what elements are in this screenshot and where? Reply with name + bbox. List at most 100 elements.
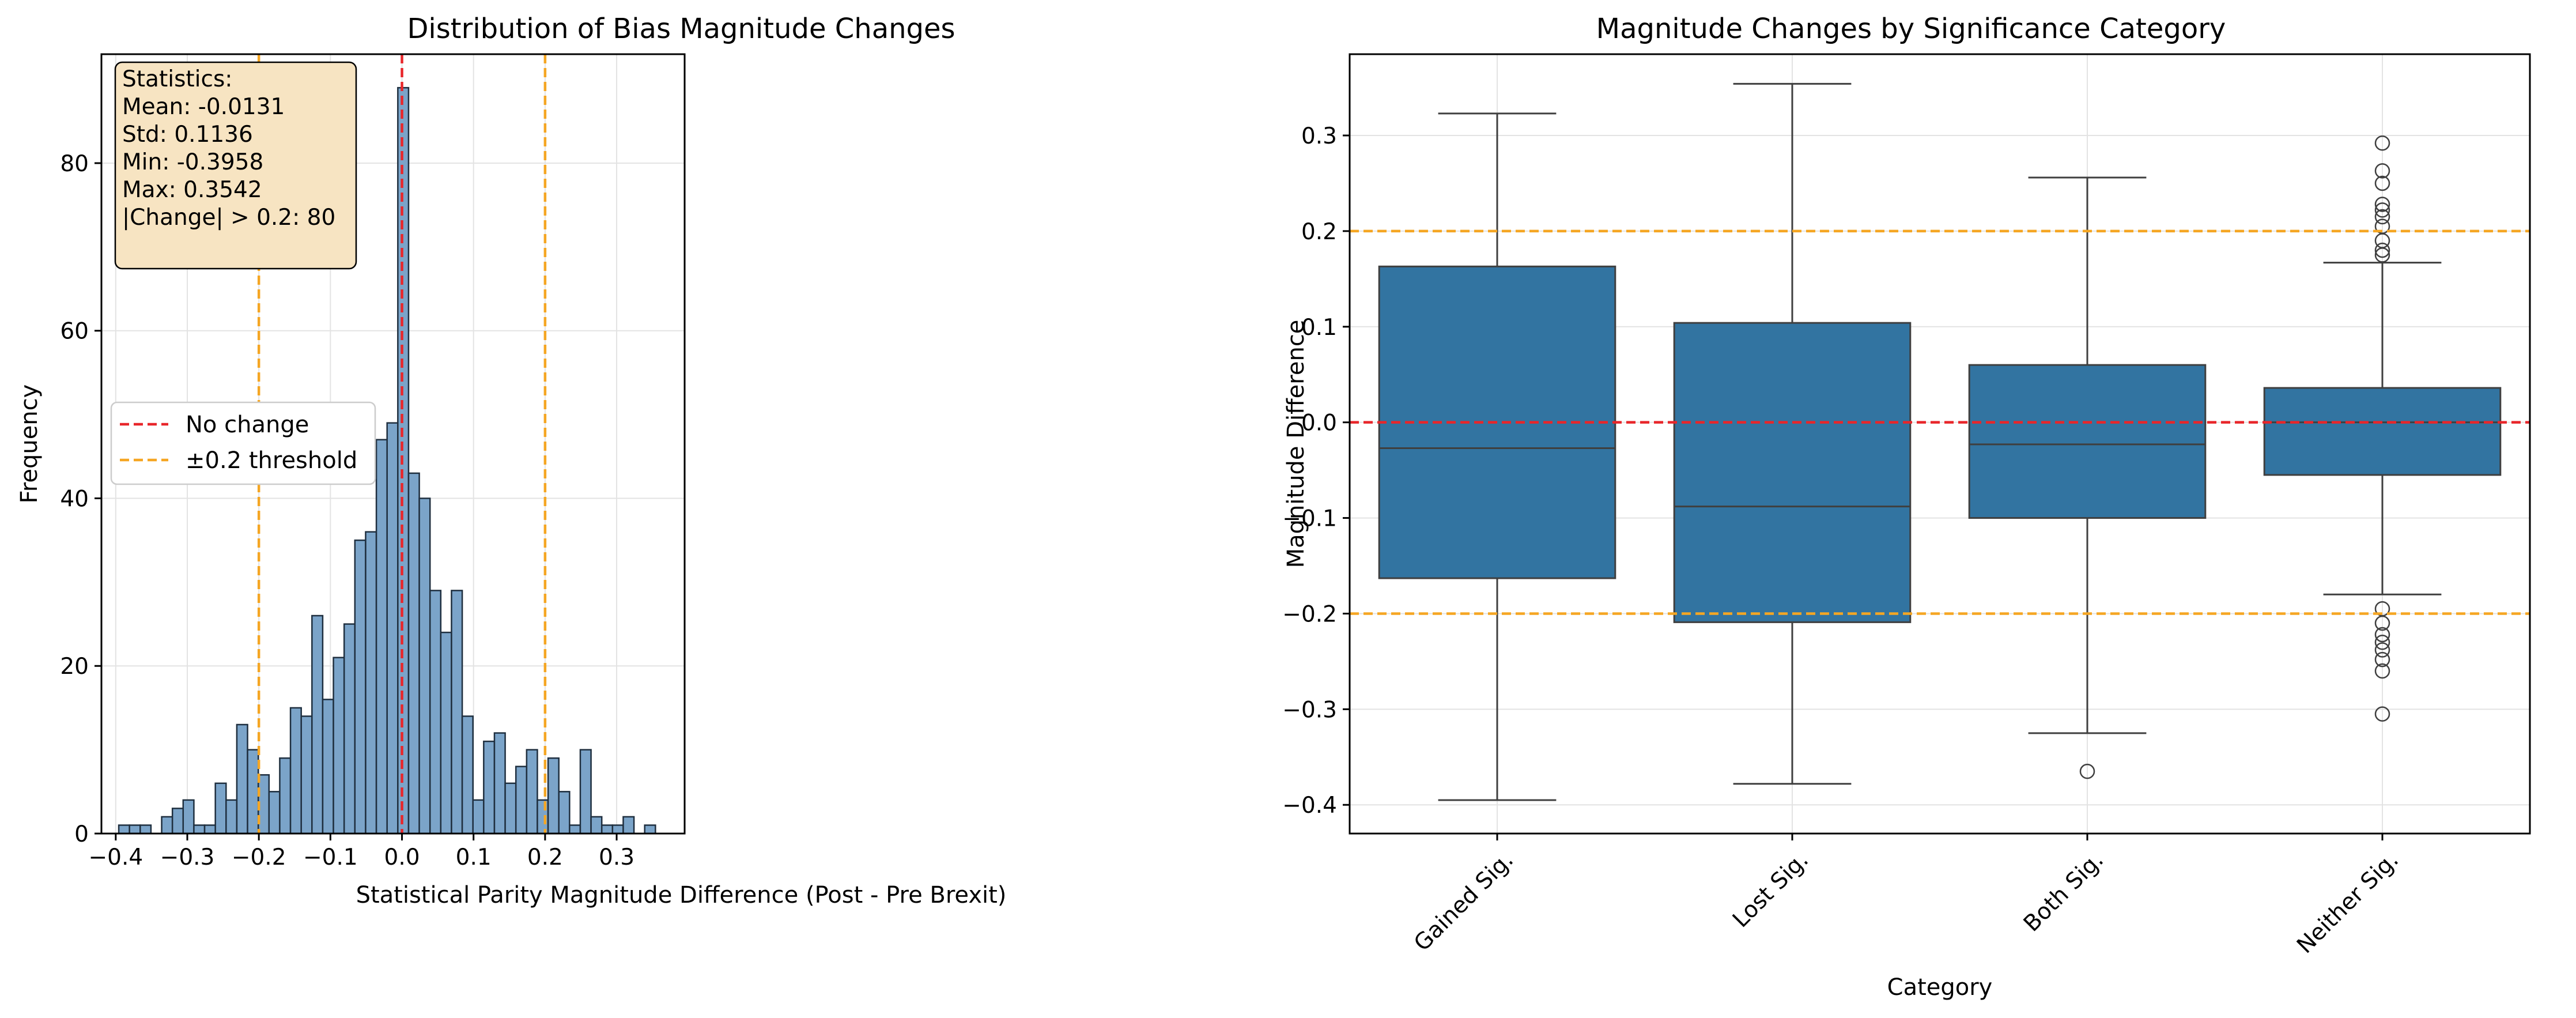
- boxplot-x-tick-label-2: Both Sig.: [2019, 847, 2109, 937]
- stat-line-min: Min: -0.3958: [122, 149, 263, 175]
- boxplot-x-tick-label-0: Gained Sig.: [1409, 847, 1519, 956]
- histogram-bar-32: [461, 715, 474, 835]
- boxplot-y-tick-label-1: −0.3: [1282, 697, 1337, 723]
- histogram-bar-1: [129, 824, 141, 835]
- histogram-x-tick-label-1: −0.3: [160, 844, 215, 870]
- histogram-bar-37: [515, 766, 528, 835]
- histogram-bar-24: [375, 439, 388, 835]
- histogram-y-tick-label-3: 60: [60, 319, 89, 345]
- box-1: [1673, 82, 1912, 785]
- histogram-bar-39: [537, 799, 549, 835]
- box-outlier-3-16: [2374, 663, 2390, 679]
- box-outlier-3-8: [2374, 242, 2390, 258]
- box-outlier-3-0: [2374, 135, 2390, 151]
- box-outlier-2-0: [2079, 763, 2095, 779]
- histogram-bar-29: [429, 590, 442, 835]
- histogram-legend: No change ±0.2 threshold: [110, 401, 376, 485]
- boxplot-panel: Magnitude Changes by Significance Catego…: [1282, 13, 2531, 1001]
- box-outlier-3-11: [2374, 615, 2390, 631]
- histogram-bar-11: [236, 723, 248, 835]
- histogram-bar-9: [214, 782, 227, 835]
- stat-line-max: Max: 0.3542: [122, 177, 262, 203]
- histogram-bar-49: [644, 824, 656, 835]
- box-body-3: [2263, 387, 2502, 476]
- histogram-bar-34: [483, 740, 496, 835]
- histogram-bar-4: [161, 816, 173, 835]
- boxplot-y-tick-label-5: 0.1: [1301, 315, 1337, 341]
- box-outlier-3-17: [2374, 706, 2390, 722]
- legend-threshold-label: ±0.2 threshold: [186, 447, 357, 474]
- histogram-bar-14: [268, 791, 281, 835]
- histogram-bar-20: [333, 657, 345, 835]
- stat-line-title: Statistics:: [122, 66, 232, 92]
- histogram-x-tick-label-2: −0.2: [232, 844, 286, 870]
- box-outlier-3-14: [2374, 642, 2390, 658]
- histogram-bar-10: [225, 799, 238, 835]
- boxplot-boxes: [1378, 82, 2502, 801]
- histogram-x-tick-label-0: −0.4: [88, 844, 143, 870]
- stat-line-threshold-count: |Change| > 0.2: 80: [122, 205, 335, 231]
- histogram-y-tick-label-2: 40: [60, 486, 89, 512]
- histogram-bar-45: [600, 824, 614, 835]
- histogram-bar-31: [451, 590, 463, 835]
- boxplot-title: Magnitude Changes by Significance Catego…: [1596, 13, 2226, 45]
- histogram-bar-27: [407, 472, 420, 835]
- box-2: [1968, 176, 2207, 779]
- boxplot-y-tick-label-7: 0.3: [1301, 123, 1337, 149]
- boxplot-y-tick-label-6: 0.2: [1301, 219, 1337, 245]
- boxplot-y-ticks: −0.4 −0.3 −0.2 −0.1 0.0 0.1 0.2 0.3: [1282, 123, 1350, 819]
- boxplot-reference-lines: [1350, 229, 2530, 615]
- boxplot-y-label: Magnitude Difference: [1283, 320, 1309, 568]
- histogram-bar-7: [193, 824, 206, 835]
- boxplot-y-tick-label-3: −0.1: [1282, 506, 1337, 532]
- box-body-1: [1673, 322, 1912, 623]
- histogram-panel: Distribution of Bias Magnitude Changes −…: [16, 13, 1006, 908]
- histogram-bar-46: [611, 824, 624, 835]
- histogram-bar-21: [343, 623, 356, 835]
- histogram-bar-0: [118, 824, 130, 835]
- histogram-y-tick-label-0: 0: [74, 821, 89, 847]
- box-outlier-3-5: [2374, 209, 2390, 225]
- stat-line-std: Std: 0.1136: [122, 122, 253, 148]
- histogram-bar-5: [171, 808, 184, 835]
- histogram-bar-6: [182, 799, 195, 835]
- box-outlier-3-1: [2374, 163, 2390, 179]
- histogram-bar-18: [311, 614, 324, 835]
- histogram-x-tick-label-3: −0.1: [303, 844, 358, 870]
- histogram-bar-33: [472, 799, 485, 835]
- histogram-bar-15: [279, 757, 292, 835]
- histogram-bar-44: [590, 816, 603, 835]
- box-3: [2263, 135, 2502, 722]
- histogram-bar-25: [386, 422, 399, 835]
- box-outlier-3-3: [2374, 197, 2390, 212]
- histogram-bar-19: [322, 699, 334, 835]
- histogram-bar-2: [139, 824, 152, 835]
- stat-line-mean: Mean: -0.0131: [122, 94, 285, 120]
- box-outlier-3-13: [2374, 634, 2390, 650]
- histogram-bars: [118, 86, 656, 835]
- box-0: [1378, 112, 1616, 801]
- histogram-bar-17: [300, 715, 313, 835]
- histogram-x-label: Statistical Parity Magnitude Difference …: [356, 882, 1007, 908]
- box-outlier-3-15: [2374, 651, 2390, 668]
- histogram-bar-22: [354, 539, 367, 835]
- statistics-box: Statistics: Mean: -0.0131 Std: 0.1136 Mi…: [114, 61, 357, 270]
- histogram-y-ticks: 0 20 40 60 80: [60, 151, 101, 847]
- histogram-bar-28: [418, 497, 431, 835]
- boxplot-y-tick-label-0: −0.4: [1282, 793, 1337, 819]
- histogram-bar-16: [289, 707, 302, 835]
- histogram-y-tick-label-1: 20: [60, 654, 89, 680]
- box-outlier-3-9: [2374, 247, 2390, 263]
- histogram-bar-43: [579, 749, 592, 835]
- histogram-title: Distribution of Bias Magnitude Changes: [407, 13, 955, 45]
- histogram-bar-41: [558, 791, 571, 835]
- histogram-bar-30: [440, 631, 452, 835]
- histogram-bar-35: [493, 732, 506, 835]
- box-outlier-3-4: [2374, 202, 2390, 218]
- boxplot-plot-frame: [1349, 53, 2531, 835]
- box-outlier-3-2: [2374, 175, 2390, 191]
- histogram-bar-47: [622, 816, 635, 835]
- boxplot-x-label: Category: [1887, 974, 1993, 1001]
- histogram-bar-23: [365, 531, 377, 835]
- histogram-x-tick-label-5: 0.1: [456, 844, 492, 870]
